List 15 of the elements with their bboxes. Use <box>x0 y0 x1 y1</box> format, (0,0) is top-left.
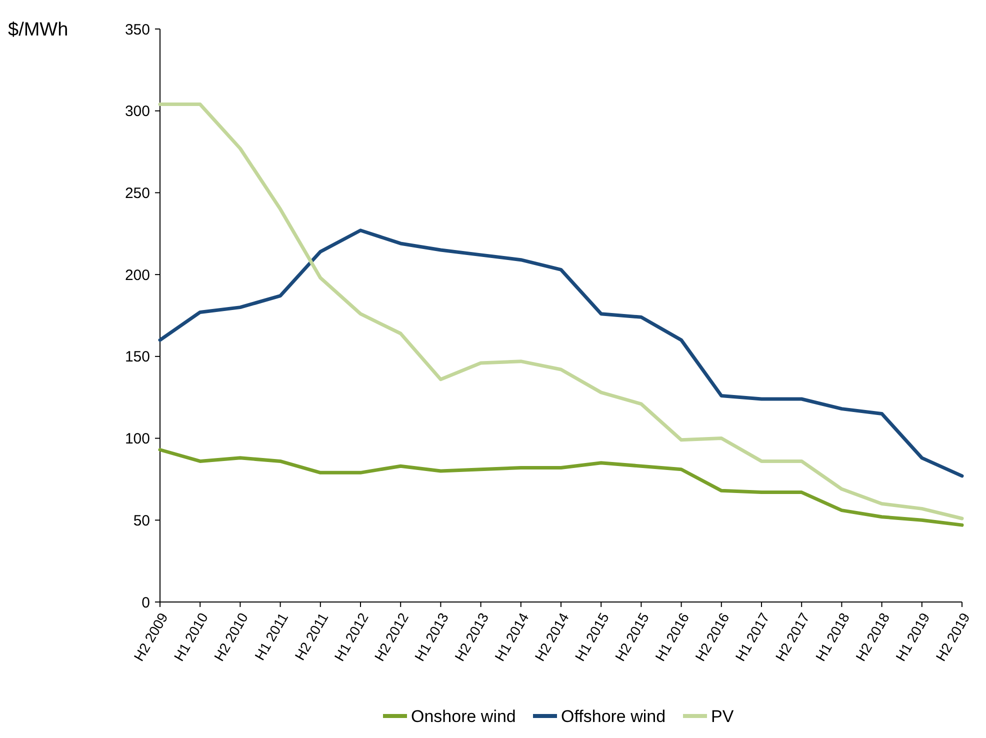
y-tick-label: 200 <box>124 266 150 284</box>
y-tick-label: 100 <box>124 430 150 448</box>
line-series <box>158 102 964 520</box>
legend-label: Offshore wind <box>561 706 666 726</box>
legend-label: PV <box>711 706 734 726</box>
line-series <box>158 448 964 527</box>
y-tick-label: 50 <box>133 512 150 530</box>
y-axis-title: $/MWh <box>8 20 68 41</box>
legend-label: Onshore wind <box>411 706 516 726</box>
y-tick-label: 0 <box>142 594 150 612</box>
line-series <box>158 228 964 478</box>
y-tick-label: 150 <box>124 348 150 366</box>
y-tick-label: 300 <box>124 103 150 120</box>
y-tick-label: 350 <box>124 21 150 38</box>
y-tick-label: 250 <box>124 184 150 202</box>
